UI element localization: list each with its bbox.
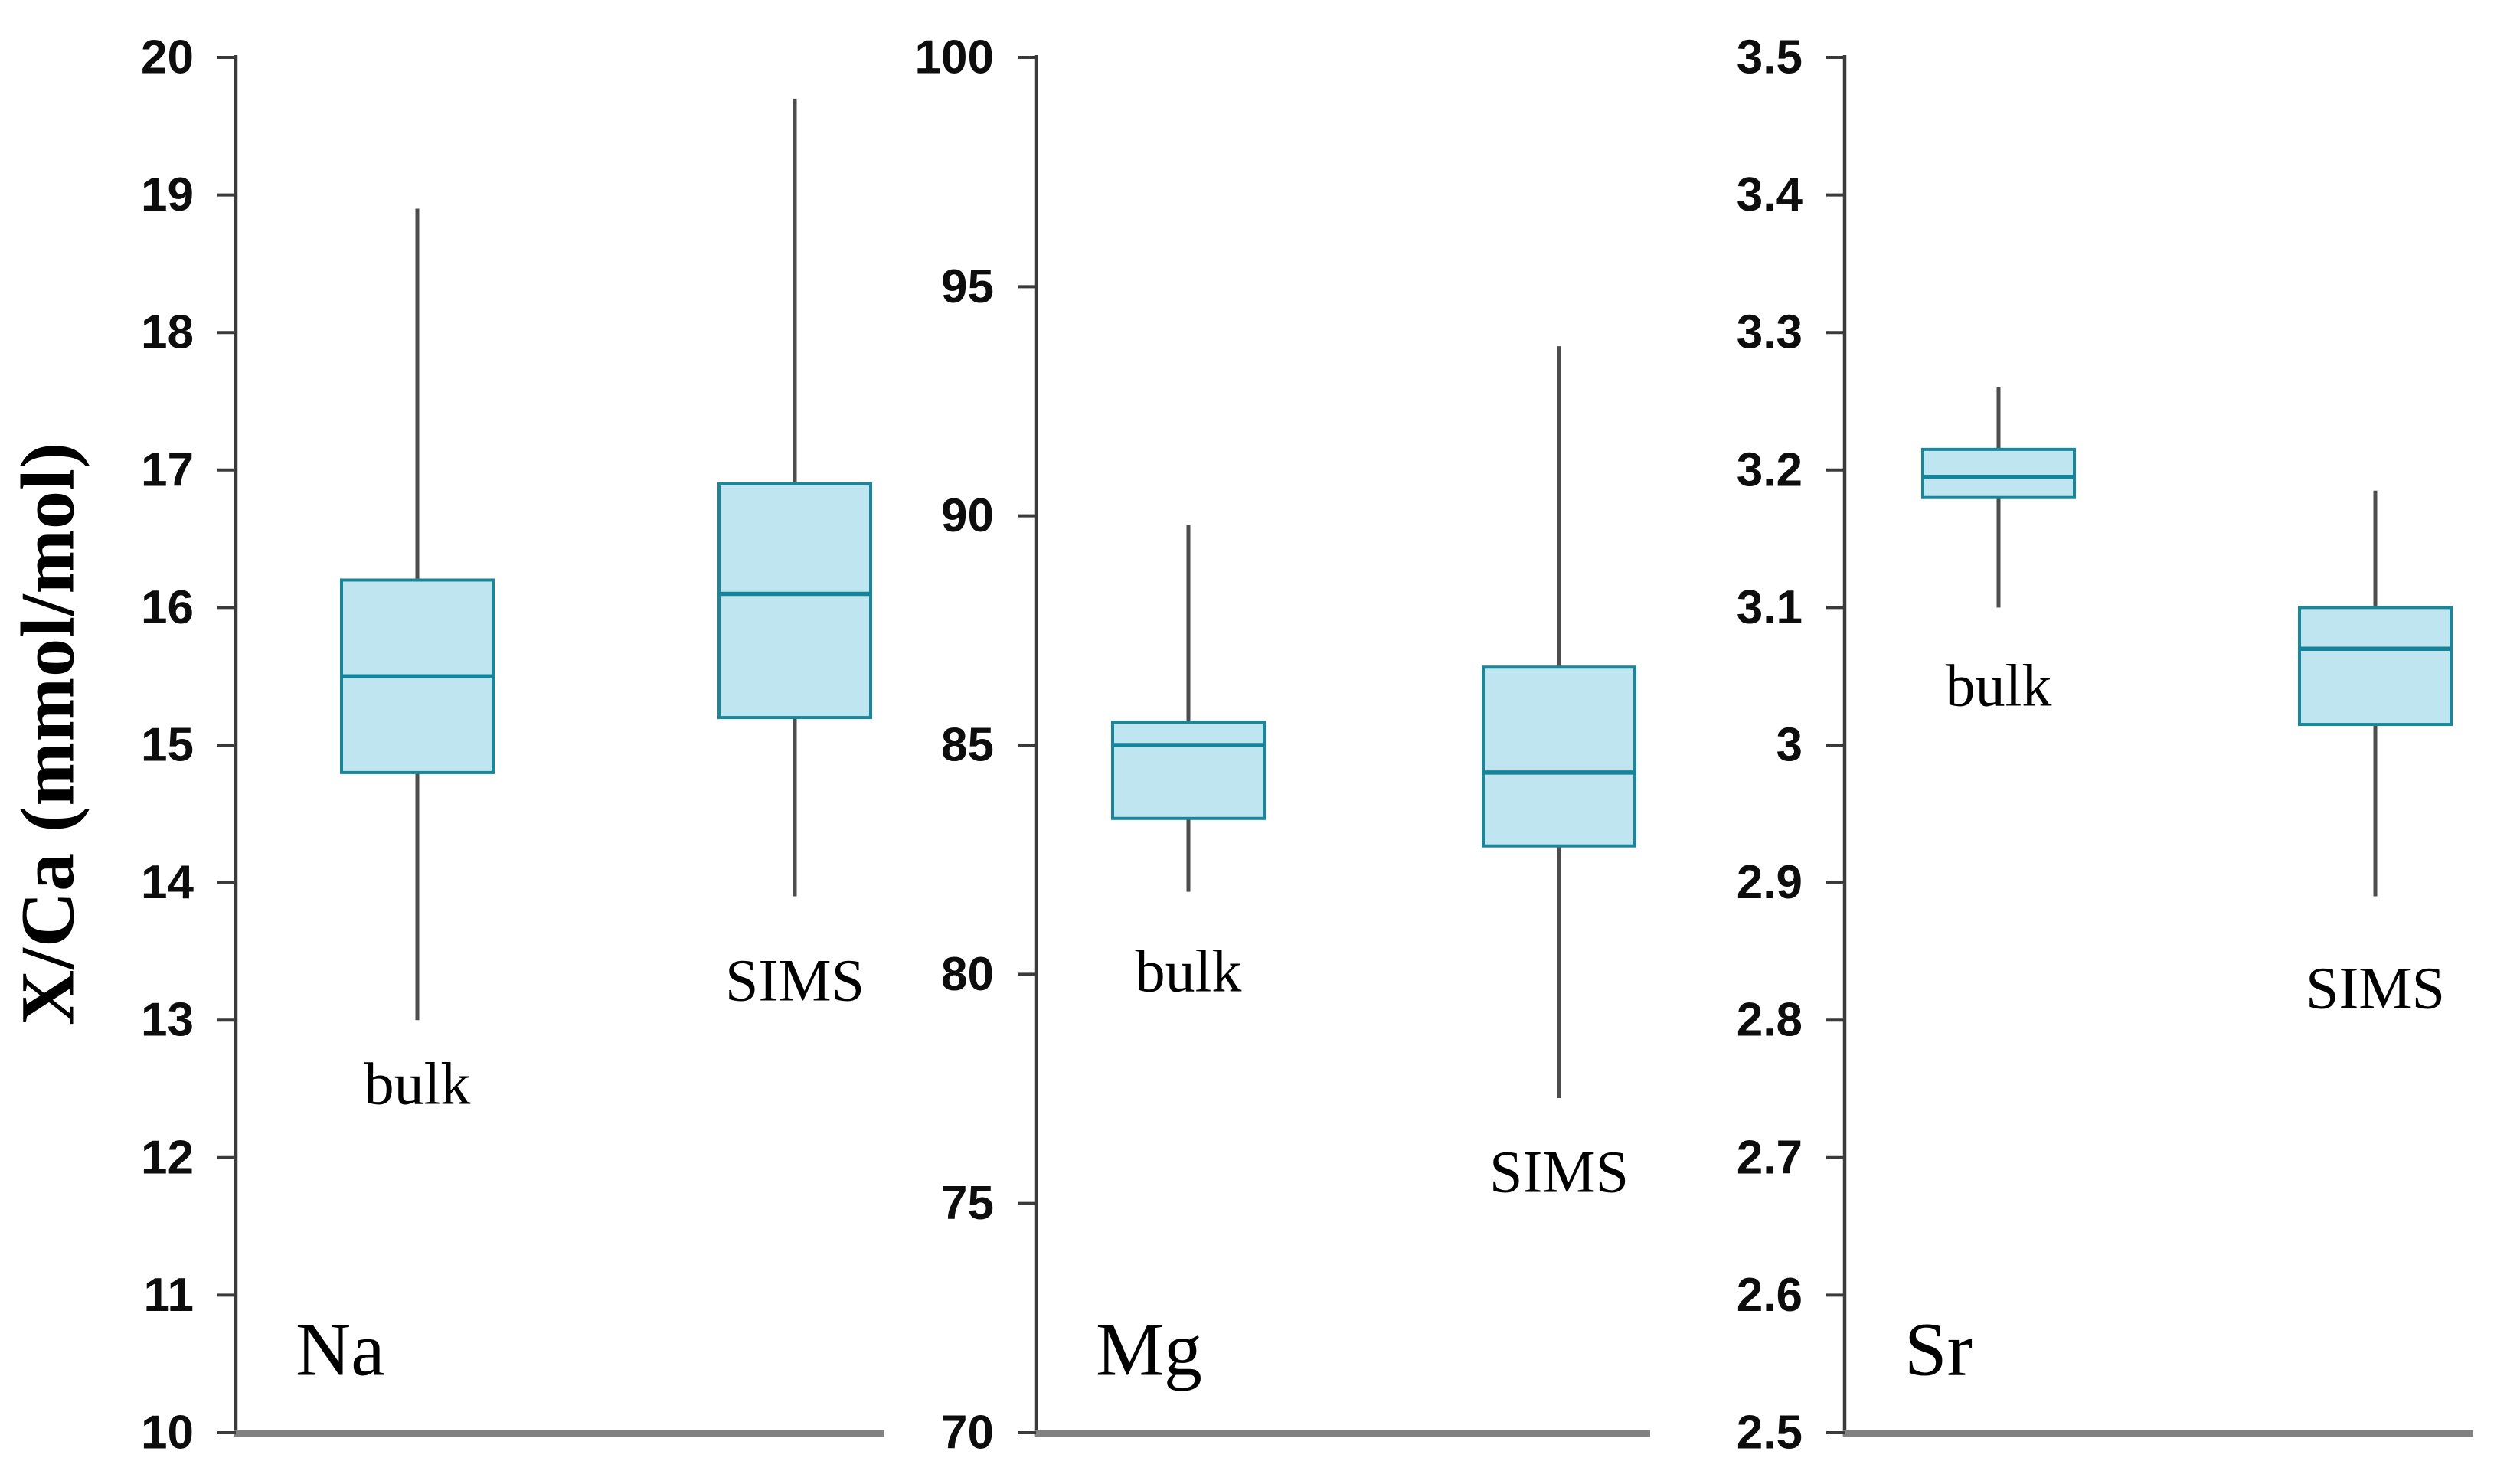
tick-label-na-13: 13: [141, 994, 194, 1047]
box-mg-sims: [1482, 665, 1636, 848]
tick-label-mg-95: 95: [941, 260, 994, 313]
tick-label-sr-3.5: 3.5: [1737, 31, 1803, 84]
series-label-na-sims: SIMS: [725, 947, 865, 1014]
tick-label-na-10: 10: [141, 1407, 194, 1459]
tick-label-na-16: 16: [141, 581, 194, 634]
tick-label-mg-75: 75: [941, 1177, 994, 1230]
tick-label-na-11: 11: [143, 1269, 194, 1322]
tick-label-na-19: 19: [141, 168, 194, 221]
tick-label-sr-2.6: 2.6: [1737, 1269, 1803, 1322]
tick-label-na-18: 18: [141, 306, 194, 359]
series-label-mg-sims: SIMS: [1489, 1139, 1629, 1205]
tick-label-na-12: 12: [141, 1131, 194, 1184]
series-label-sr-bulk: bulk: [1946, 652, 2052, 719]
tick-label-mg-90: 90: [941, 489, 994, 542]
tick-label-sr-2.9: 2.9: [1737, 856, 1803, 909]
tick-label-sr-3.4: 3.4: [1737, 168, 1803, 221]
tick-label-sr-3: 3: [1776, 719, 1803, 772]
tick-label-mg-100: 100: [915, 31, 994, 84]
series-label-sr-sims: SIMS: [2306, 955, 2445, 1021]
tick-label-na-14: 14: [141, 856, 194, 909]
tick-label-sr-2.8: 2.8: [1737, 994, 1803, 1047]
tick-label-sr-2.7: 2.7: [1737, 1131, 1803, 1184]
panel-mg: 70 75 80 85 90 95 100 bulk SIMS Mg: [915, 31, 1650, 1459]
element-label-na: Na: [296, 1307, 385, 1392]
tick-label-sr-3.2: 3.2: [1737, 443, 1803, 496]
tick-label-sr-3.1: 3.1: [1737, 581, 1803, 634]
tick-label-na-20: 20: [141, 31, 194, 84]
box-mg-bulk: [1111, 721, 1266, 820]
y-axis-title: X/Ca (mmol/mol): [5, 441, 90, 1026]
series-label-na-bulk: bulk: [364, 1051, 471, 1117]
element-label-mg: Mg: [1096, 1307, 1202, 1392]
tick-label-na-15: 15: [141, 719, 194, 772]
tick-label-mg-70: 70: [941, 1407, 994, 1459]
tick-label-mg-80: 80: [941, 948, 994, 1001]
tick-label-sr-2.5: 2.5: [1737, 1407, 1803, 1459]
tick-label-sr-3.3: 3.3: [1737, 306, 1803, 359]
panel-na: 10 11 12 13 14 15 16 17 18 19 20 bulk SIMS Na: [141, 31, 884, 1459]
tick-label-mg-85: 85: [941, 719, 994, 772]
series-label-mg-bulk: bulk: [1136, 938, 1242, 1005]
box-sr-bulk: [1921, 447, 2076, 499]
element-label-sr: Sr: [1904, 1307, 1973, 1392]
box-na-sims: [717, 482, 872, 720]
panel-sr: 2.5 2.6 2.7 2.8 2.9 3 3.1 3.2 3.3 3.4 3.5 bulk SIMS S…: [1737, 31, 2473, 1459]
tick-label-na-17: 17: [141, 443, 194, 496]
box-sr-sims: [2298, 606, 2453, 727]
